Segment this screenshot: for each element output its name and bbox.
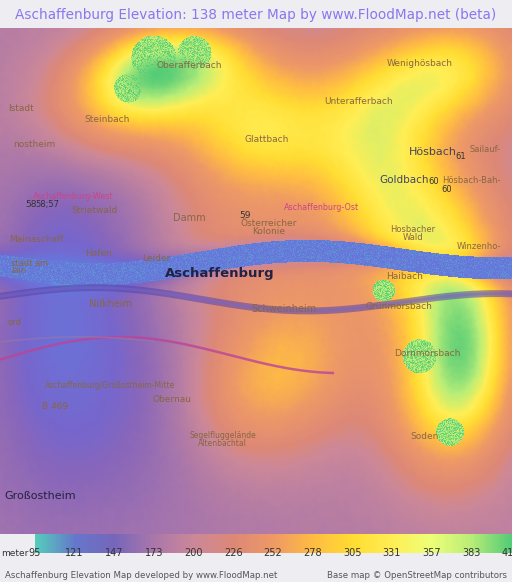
Text: 147: 147: [105, 548, 123, 558]
Text: 226: 226: [224, 548, 243, 558]
Text: Oberafferbach: Oberafferbach: [157, 62, 222, 70]
Text: Hösbach-Bah-: Hösbach-Bah-: [442, 176, 501, 185]
Text: meter: meter: [1, 549, 28, 558]
Text: 173: 173: [144, 548, 163, 558]
Text: Hafen: Hafen: [86, 249, 112, 258]
Text: lain: lain: [11, 267, 27, 275]
Text: 61: 61: [456, 152, 466, 161]
Text: 305: 305: [343, 548, 361, 558]
Text: Mainaschaff: Mainaschaff: [10, 235, 64, 244]
Text: Altenbachtal: Altenbachtal: [198, 439, 247, 448]
Text: Nilkheim: Nilkheim: [89, 299, 132, 309]
Text: Schweinheim: Schweinheim: [251, 304, 317, 314]
Text: Aschaffenburg: Aschaffenburg: [165, 267, 275, 280]
Text: 121: 121: [65, 548, 84, 558]
Text: Segelfluggelände: Segelfluggelände: [189, 431, 256, 440]
Text: Wald: Wald: [402, 233, 423, 242]
Text: 252: 252: [264, 548, 282, 558]
Text: Wenighösbach: Wenighösbach: [387, 59, 453, 68]
Text: Damm: Damm: [173, 214, 206, 223]
Text: Aschaffenburg-Ost: Aschaffenburg-Ost: [284, 203, 359, 212]
Text: nostheim: nostheim: [13, 140, 55, 149]
Text: Hosbacher: Hosbacher: [390, 225, 435, 234]
Text: lstadt: lstadt: [8, 104, 33, 113]
Text: Haibach: Haibach: [386, 272, 423, 281]
Text: 95: 95: [29, 548, 41, 558]
Text: Österreicher: Österreicher: [240, 219, 296, 228]
Text: Base map © OpenStreetMap contributors: Base map © OpenStreetMap contributors: [327, 571, 507, 580]
Text: 59: 59: [239, 211, 250, 220]
Text: 357: 357: [422, 548, 441, 558]
Text: 58;57: 58;57: [36, 200, 59, 208]
Text: 331: 331: [383, 548, 401, 558]
Text: Steinbach: Steinbach: [85, 115, 130, 123]
Text: Winzenho-: Winzenho-: [456, 242, 501, 251]
Text: Aschaffenburg-West: Aschaffenburg-West: [33, 191, 114, 201]
Text: 410: 410: [502, 548, 512, 558]
Text: 383: 383: [462, 548, 480, 558]
Text: 200: 200: [184, 548, 203, 558]
Text: Dornmorsbach: Dornmorsbach: [394, 349, 461, 358]
Text: Soden: Soden: [411, 432, 439, 441]
Text: Grünmorsbach: Grünmorsbach: [366, 302, 433, 311]
Text: Großostheim: Großostheim: [4, 491, 76, 501]
Text: Obernau: Obernau: [152, 395, 191, 403]
Text: Leider: Leider: [142, 254, 170, 263]
Text: Unterafferbach: Unterafferbach: [324, 97, 393, 106]
Text: Strietwald: Strietwald: [72, 205, 118, 215]
Text: Aschaffenburg Elevation: 138 meter Map by www.FloodMap.net (beta): Aschaffenburg Elevation: 138 meter Map b…: [15, 8, 497, 22]
Text: Kolonie: Kolonie: [252, 228, 285, 236]
Text: Goldbach: Goldbach: [380, 175, 429, 185]
Text: Aschaffenburg Elevation Map developed by www.FloodMap.net: Aschaffenburg Elevation Map developed by…: [5, 571, 278, 580]
Text: 58: 58: [25, 200, 36, 208]
Text: Glattbach: Glattbach: [244, 135, 288, 144]
Text: Aschaffenburg/Großostheim-Mitte: Aschaffenburg/Großostheim-Mitte: [45, 381, 175, 391]
Text: ord: ord: [8, 318, 22, 327]
Text: B 469: B 469: [42, 402, 69, 411]
Text: Sailauf-: Sailauf-: [470, 145, 501, 154]
Text: Hösbach: Hösbach: [409, 147, 457, 157]
Text: 60: 60: [429, 177, 439, 186]
Text: stadt am: stadt am: [11, 259, 49, 268]
Text: 60: 60: [441, 185, 452, 194]
Text: 278: 278: [303, 548, 322, 558]
